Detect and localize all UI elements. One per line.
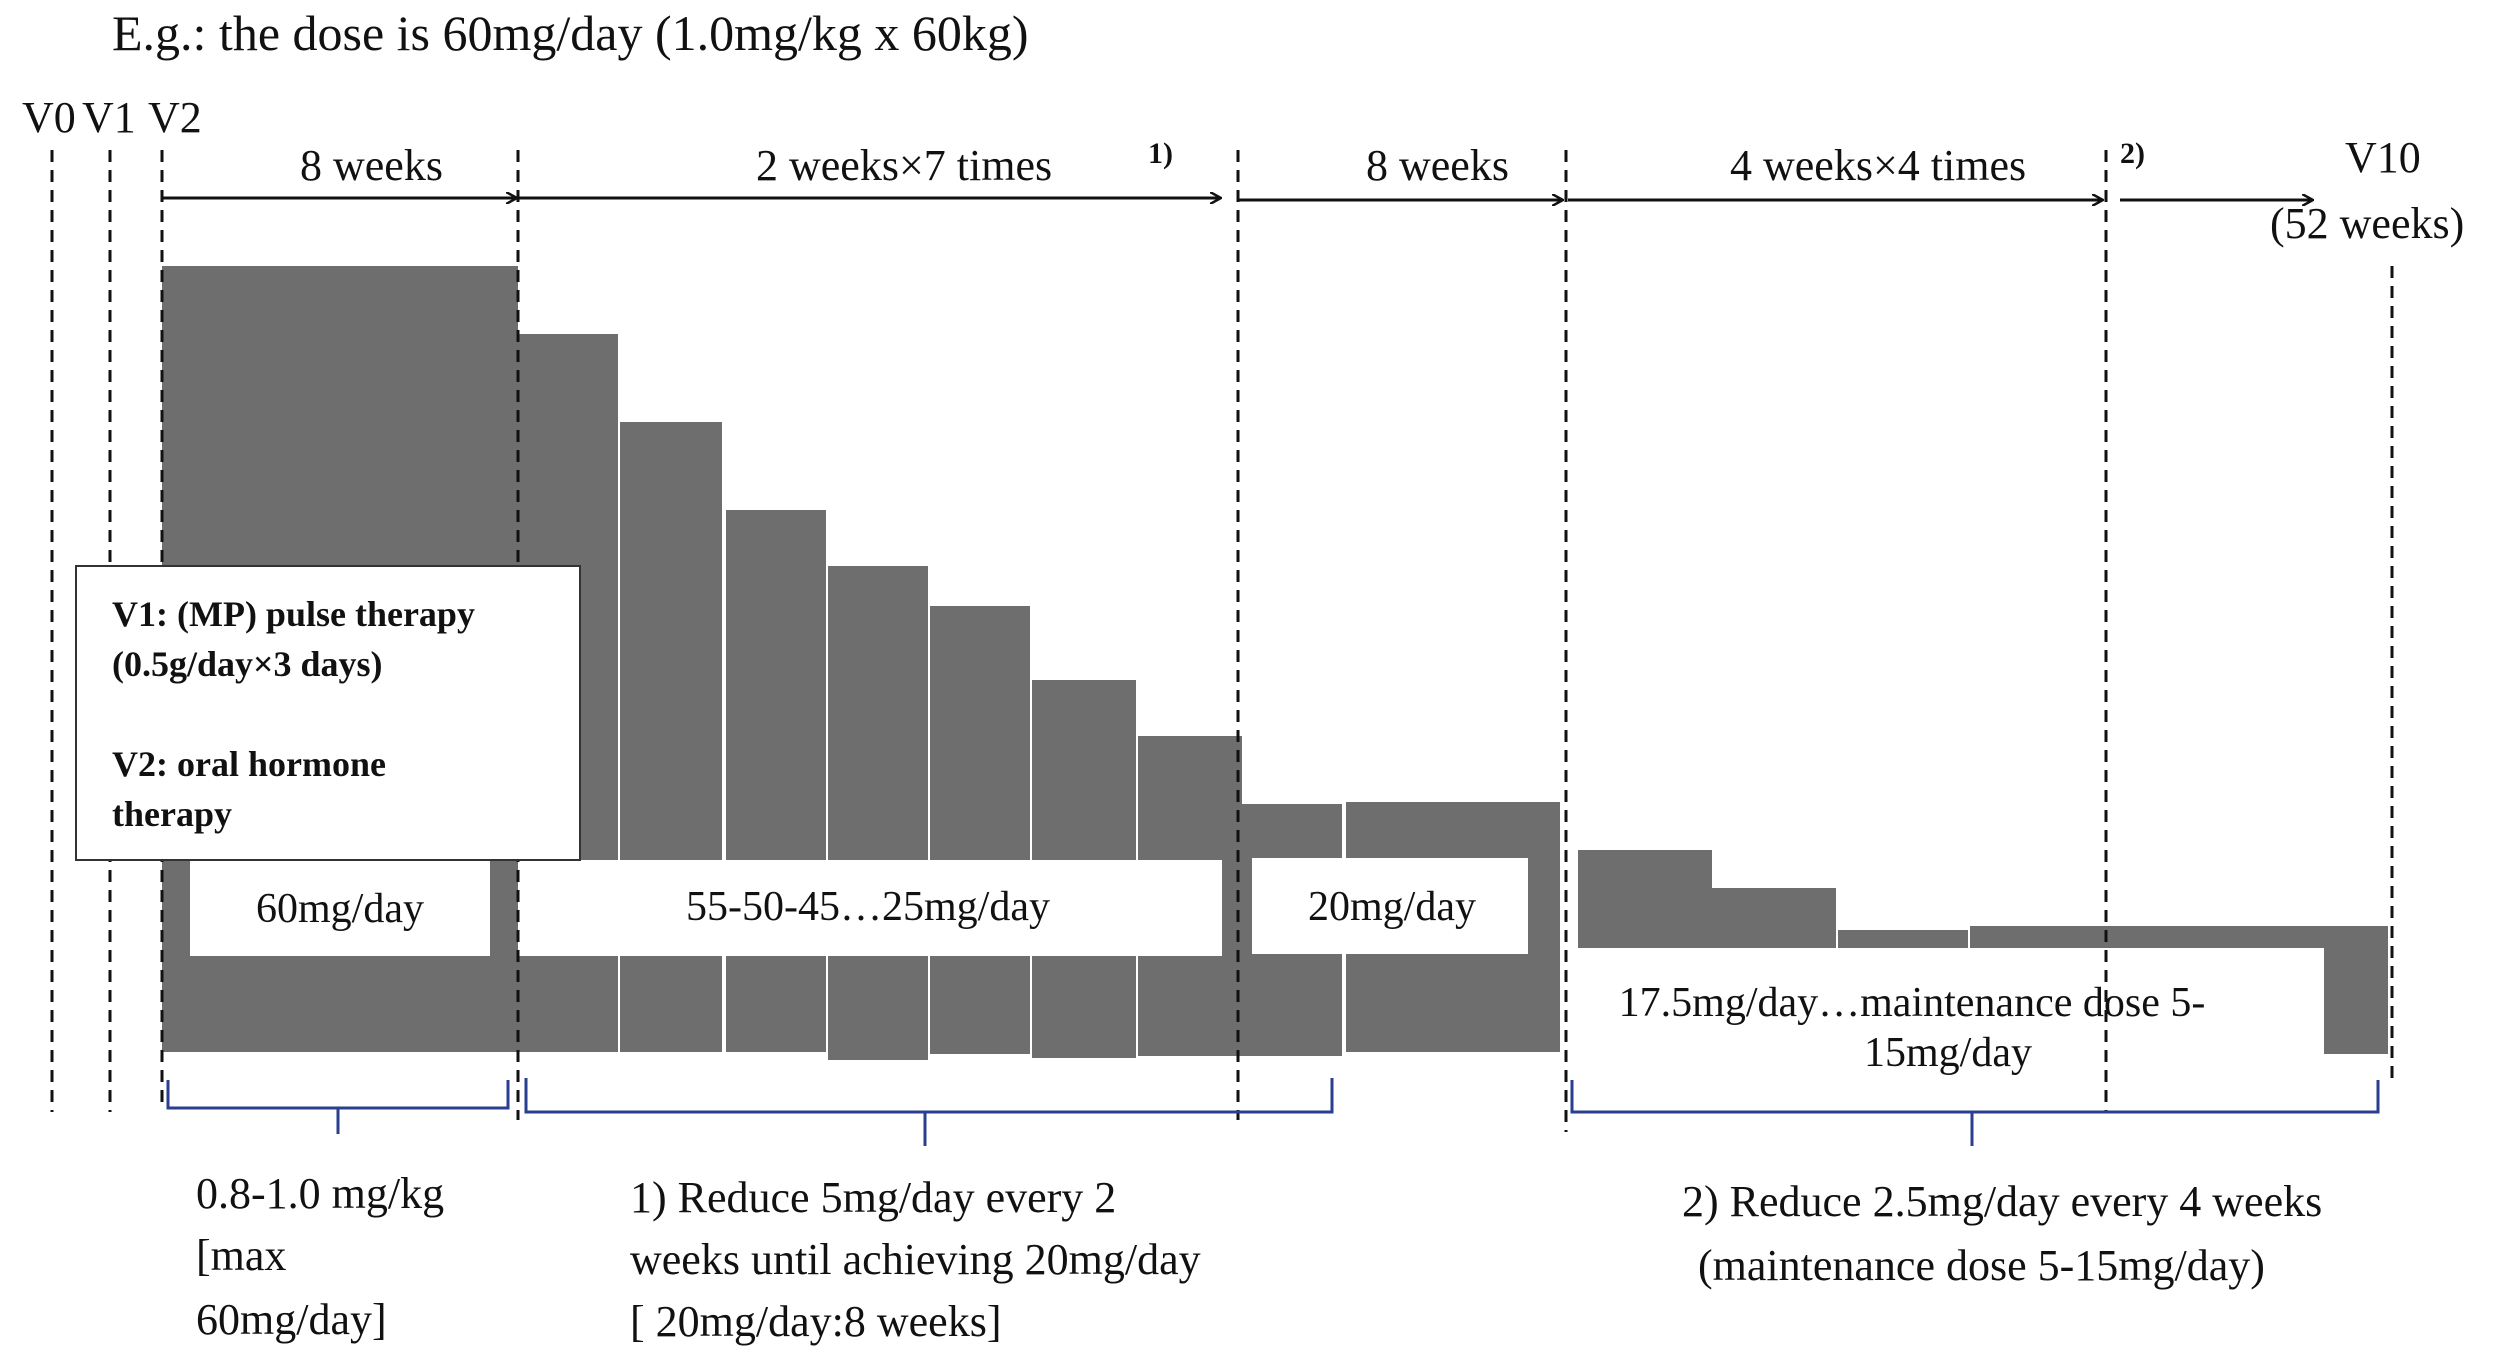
- note-phase3-line-2: (maintenance dose 5-15mg/day): [1698, 1241, 2265, 1290]
- dose-bar-taper-4: [828, 566, 928, 1060]
- period-label-1: 8 weeks: [300, 141, 443, 190]
- strip-taper: [518, 860, 1222, 956]
- period-arrows: [162, 198, 2312, 200]
- info-box: V1: (MP) pulse therapy (0.5g/day×3 days)…: [75, 565, 581, 861]
- period-label-3: 8 weeks: [1366, 141, 1509, 190]
- brace-phase1: [166, 1080, 510, 1134]
- visit-label-v10-weeks: (52 weeks): [2270, 199, 2464, 248]
- visit-label-v10: V10: [2345, 133, 2421, 182]
- dose-label-maintenance-2: 15mg/day: [1864, 1030, 2032, 1076]
- dose-label-maintenance-1: 17.5mg/day…maintenance dose 5-: [1619, 980, 2206, 1026]
- note-phase2-line-2: weeks until achieving 20mg/day: [630, 1235, 1201, 1284]
- dose-label-initial: 60mg/day: [256, 886, 424, 932]
- dose-bar-maint-3: [1838, 930, 1968, 948]
- dose-bar-maint-2: [1708, 888, 1836, 948]
- dose-bar-taper-5: [930, 606, 1030, 1054]
- strip-initial: [190, 860, 490, 956]
- note-phase3: 2) Reduce 2.5mg/day every 4 weeks (maint…: [1682, 1177, 2322, 1290]
- period-label-2-note: 1): [1148, 137, 1173, 170]
- dose-label-strips: [190, 858, 2324, 1068]
- dose-bar-maint-4: [1970, 926, 2360, 948]
- note-phase1-line-2: [max: [196, 1231, 286, 1280]
- visit-label-v1: V1: [82, 93, 136, 142]
- braces: [166, 1078, 2380, 1146]
- info-box-line-3: V2: oral hormone: [112, 744, 386, 784]
- strip-hold: [1252, 858, 1528, 954]
- dose-label-hold: 20mg/day: [1308, 884, 1476, 930]
- visit-lines: [50, 150, 2394, 1132]
- strip-maintenance: [1578, 948, 2324, 1068]
- info-box-line-2: (0.5g/day×3 days): [112, 644, 383, 684]
- brace-phase3: [1570, 1080, 2380, 1146]
- info-box-frame: [75, 565, 581, 861]
- dose-bar-taper-2: [620, 422, 722, 1052]
- period-label-4: 4 weeks×4 times: [1730, 141, 2026, 190]
- dose-bar-taper-3: [726, 510, 826, 1052]
- note-phase1: 0.8-1.0 mg/kg [max 60mg/day]: [196, 1169, 444, 1344]
- note-phase2-line-3: [ 20mg/day:8 weeks]: [630, 1297, 1001, 1346]
- note-phase1-line-3: 60mg/day]: [196, 1295, 387, 1344]
- note-phase2-line-1: 1) Reduce 5mg/day every 2: [630, 1173, 1116, 1222]
- brace-phase2: [524, 1078, 1334, 1146]
- note-phase3-line-1: 2) Reduce 2.5mg/day every 4 weeks: [1682, 1177, 2322, 1226]
- dose-bar-maint-5: [2324, 926, 2388, 1054]
- visit-label-v2: V2: [148, 93, 202, 142]
- note-phase1-line-1: 0.8-1.0 mg/kg: [196, 1169, 444, 1218]
- info-box-line-1: V1: (MP) pulse therapy: [112, 594, 475, 634]
- visit-label-v0: V0: [22, 93, 76, 142]
- note-phase2: 1) Reduce 5mg/day every 2 weeks until ac…: [630, 1173, 1201, 1346]
- info-box-line-4: therapy: [112, 794, 232, 834]
- header-example: E.g.: the dose is 60mg/day (1.0mg/kg x 6…: [112, 5, 1029, 61]
- period-label-2: 2 weeks×7 times: [756, 141, 1052, 190]
- dose-bar-maint-1: [1578, 850, 1712, 948]
- period-label-4-note: 2): [2120, 137, 2145, 170]
- dose-label-taper: 55-50-45…25mg/day: [686, 884, 1050, 930]
